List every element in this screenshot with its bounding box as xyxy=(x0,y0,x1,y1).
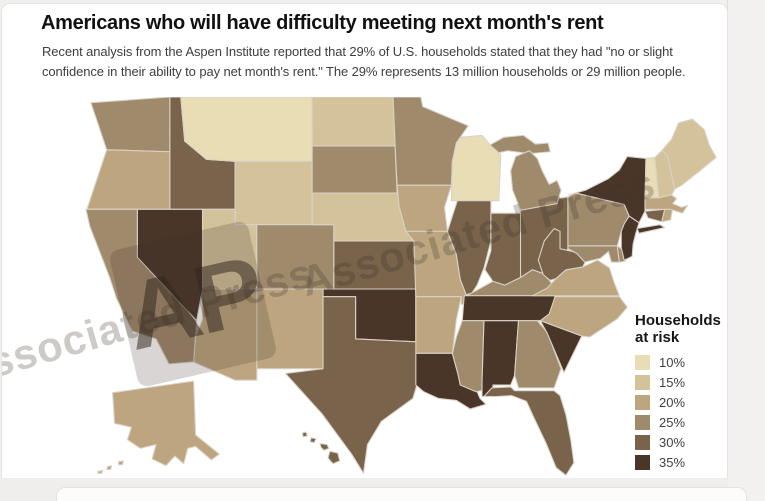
state-ak-part xyxy=(106,465,113,471)
page-right-gutter xyxy=(727,0,765,500)
state-ks xyxy=(333,240,417,290)
legend-title: Households at risk xyxy=(635,312,727,346)
state-mi-part xyxy=(510,150,562,211)
state-ca xyxy=(85,208,198,365)
state-nm xyxy=(256,288,324,370)
state-fl xyxy=(483,386,575,476)
state-co xyxy=(256,224,335,290)
state-sd xyxy=(311,145,398,194)
state-or xyxy=(86,149,171,210)
legend-swatch-35pct xyxy=(635,455,650,470)
legend-swatch-25pct xyxy=(635,415,650,430)
state-ga xyxy=(514,320,562,389)
legend-row: 25% xyxy=(635,415,727,430)
state-az xyxy=(193,288,258,381)
state-nc xyxy=(539,296,628,338)
states-layer xyxy=(85,97,717,476)
subtitle: Recent analysis from the Aspen Institute… xyxy=(42,42,727,82)
state-wi xyxy=(450,134,502,202)
state-nd xyxy=(311,97,396,147)
legend-swatch-20pct xyxy=(635,395,650,410)
state-ar xyxy=(415,296,462,354)
legend-row: 20% xyxy=(635,395,727,410)
map-legend: Households at risk 10% 15% 20% 25% 30% 35% xyxy=(628,308,727,478)
legend-row: 15% xyxy=(635,375,727,390)
state-wa xyxy=(90,97,171,153)
us-choropleth-map xyxy=(85,97,717,476)
state-tx xyxy=(284,296,421,474)
state-hi-part xyxy=(301,431,308,438)
state-hi-part xyxy=(327,450,341,465)
legend-label: 30% xyxy=(659,435,686,450)
headline: Americans who will have difficulty meeti… xyxy=(41,12,604,34)
state-hi-part xyxy=(319,443,330,451)
legend-label: 10% xyxy=(659,355,686,370)
subtitle-line-1: Recent analysis from the Aspen Institute… xyxy=(42,44,673,59)
state-nj xyxy=(620,215,640,261)
next-article-card-edge xyxy=(56,487,747,501)
state-mt xyxy=(180,97,313,162)
state-wy xyxy=(234,160,313,226)
state-tn xyxy=(461,295,556,322)
legend-swatch-30pct xyxy=(635,435,650,450)
subtitle-line-2: confidence in their ability to pay net m… xyxy=(42,64,686,79)
legend-swatch-15pct xyxy=(635,375,650,390)
state-ma xyxy=(644,194,688,214)
legend-title-line-1: Households xyxy=(635,312,721,329)
legend-rows: 10% 15% 20% 25% 30% 35% xyxy=(635,355,727,470)
state-al xyxy=(481,320,520,398)
state-mi xyxy=(489,134,551,155)
state-ak-part xyxy=(97,469,104,474)
article-card: Americans who will have difficulty meeti… xyxy=(1,3,728,478)
state-ak xyxy=(112,380,220,467)
state-va xyxy=(531,259,620,297)
state-ia xyxy=(396,184,452,232)
legend-row: 10% xyxy=(635,355,727,370)
legend-title-line-2: at risk xyxy=(635,329,680,346)
legend-label: 15% xyxy=(659,375,686,390)
state-ak-part xyxy=(118,460,125,466)
legend-swatch-10pct xyxy=(635,355,650,370)
legend-label: 20% xyxy=(659,395,686,410)
legend-row: 30% xyxy=(635,435,727,450)
legend-label: 25% xyxy=(659,415,686,430)
state-me xyxy=(661,118,717,190)
legend-row: 35% xyxy=(635,455,727,470)
state-ny-part xyxy=(636,224,666,234)
legend-label: 35% xyxy=(659,455,686,470)
state-hi-part xyxy=(309,437,317,444)
